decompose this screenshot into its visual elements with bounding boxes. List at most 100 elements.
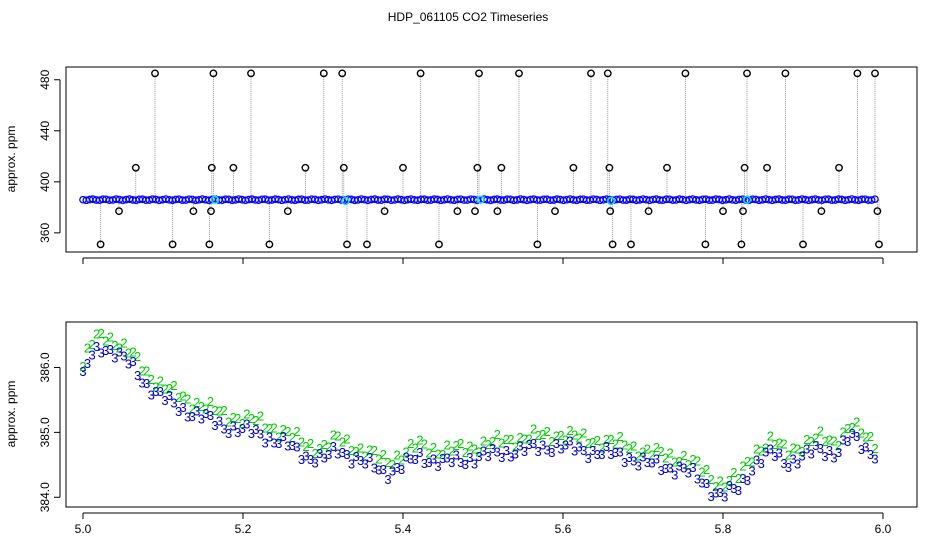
outlier-point xyxy=(497,163,506,172)
digit-marker: 3 xyxy=(871,452,878,467)
digit-marker: 2 xyxy=(271,420,278,435)
digit-marker: 2 xyxy=(243,406,250,421)
digit-marker: 2 xyxy=(462,445,469,460)
digit-marker: 3 xyxy=(120,348,127,363)
digit-marker: 3 xyxy=(366,450,373,465)
digit-marker: 3 xyxy=(234,425,241,440)
y-axis: 360 400 440 480 xyxy=(38,69,61,243)
outlier-point xyxy=(533,240,542,249)
digit-marker: 2 xyxy=(648,448,655,463)
digit-marker: 2 xyxy=(330,427,337,442)
outlier-point xyxy=(319,69,328,78)
digit-marker: 3 xyxy=(302,448,309,463)
digit-marker: 3 xyxy=(334,447,341,462)
digit-marker: 2 xyxy=(525,432,532,447)
digit-marker: 3 xyxy=(403,450,410,465)
digit-marker: 3 xyxy=(494,444,501,459)
x-tick-label: 6.0 xyxy=(875,522,892,536)
digit-marker: 2 xyxy=(708,472,715,487)
digit-marker: 3 xyxy=(507,449,514,464)
digit-marker: 3 xyxy=(275,436,282,451)
outlier-point xyxy=(569,163,578,172)
digit-marker: 2 xyxy=(230,410,237,425)
digit-marker: 2 xyxy=(771,437,778,452)
outlier-point xyxy=(799,240,807,249)
digit-marker: 3 xyxy=(134,368,141,383)
digit-marker: 3 xyxy=(767,441,774,456)
digit-marker: 2 xyxy=(585,436,592,451)
digit-marker: 3 xyxy=(680,461,687,476)
digit-marker: 3 xyxy=(193,404,200,419)
digit-marker: 3 xyxy=(858,442,865,457)
digit-marker: 3 xyxy=(639,450,646,465)
digit-marker: 3 xyxy=(566,433,573,448)
digit-marker: 2 xyxy=(343,431,350,446)
digit-marker: 3 xyxy=(316,446,323,461)
outlier-point xyxy=(363,240,371,249)
outlier-point xyxy=(663,163,671,172)
digit-marker: 2 xyxy=(248,411,255,426)
digit-marker: 2 xyxy=(134,349,141,364)
digit-marker: 2 xyxy=(180,388,187,403)
digit-marker: 2 xyxy=(148,372,155,387)
outlier-points xyxy=(96,69,883,249)
digit-marker: 3 xyxy=(180,400,187,415)
digit-marker: 2 xyxy=(434,447,441,462)
digit-marker: 3 xyxy=(735,483,742,498)
digit-marker: 3 xyxy=(489,441,496,456)
digit-marker: 3 xyxy=(321,451,328,466)
digit-marker: 2 xyxy=(257,409,264,424)
digit-marker: 3 xyxy=(389,464,396,479)
digit-marker: 2 xyxy=(557,428,564,443)
digit-marker: 2 xyxy=(225,415,232,430)
digit-marker: 3 xyxy=(840,432,847,447)
digit-marker: 2 xyxy=(316,441,323,456)
digit-marker: 2 xyxy=(207,394,214,409)
digit-marker: 3 xyxy=(312,456,319,471)
digit-marker: 2 xyxy=(375,452,382,467)
digit-marker: 2 xyxy=(758,444,765,459)
outlier-point xyxy=(380,207,389,216)
outlier-point xyxy=(515,69,523,78)
digit-marker: 2 xyxy=(799,444,806,459)
digit-marker: 3 xyxy=(748,464,755,479)
digit-marker: 3 xyxy=(84,356,91,371)
outlier-point xyxy=(644,207,653,216)
outlier-point xyxy=(301,163,310,172)
digit-marker: 2 xyxy=(871,441,878,456)
x-tick-label: 5.2 xyxy=(235,522,252,536)
outlier-point xyxy=(115,207,123,216)
digit-marker: 2 xyxy=(607,432,614,447)
digit-marker: 3 xyxy=(612,445,619,460)
digit-marker: 2 xyxy=(867,429,874,444)
digit-marker: 3 xyxy=(412,452,419,467)
digit-marker: 2 xyxy=(680,448,687,463)
digit-marker: 3 xyxy=(557,441,564,456)
digit-marker: 2 xyxy=(844,421,851,436)
x-tick-label: 5.6 xyxy=(555,522,572,536)
digit-marker: 3 xyxy=(462,457,469,472)
digit-marker: 3 xyxy=(762,444,769,459)
digit-marker: 2 xyxy=(125,346,132,361)
digit-marker: 2 xyxy=(603,432,610,447)
digit-marker: 3 xyxy=(257,427,264,442)
digit-marker: 2 xyxy=(275,429,282,444)
digit-marker: 2 xyxy=(448,443,455,458)
digit-marker: 3 xyxy=(739,471,746,486)
digit-marker: 2 xyxy=(116,341,123,356)
digit-marker: 3 xyxy=(393,460,400,475)
digit-marker: 3 xyxy=(125,357,132,372)
digit-marker: 2 xyxy=(489,434,496,449)
digit-marker: 2 xyxy=(416,432,423,447)
digit-marker: 3 xyxy=(248,426,255,441)
y-tick-label: 400 xyxy=(38,171,52,191)
digit-marker: 3 xyxy=(116,344,123,359)
digit-marker: 2 xyxy=(780,437,787,452)
chart-top: 5.05.25.45.65.86.0 360 400 440 480 approx. … xyxy=(4,66,918,264)
connector-lines xyxy=(100,73,880,245)
digit-marker: 2 xyxy=(835,438,842,453)
digit-marker: 3 xyxy=(571,443,578,458)
y-tick-label: 385.0 xyxy=(38,417,52,447)
plot-frame xyxy=(65,321,918,508)
digit-marker: 3 xyxy=(644,455,651,470)
